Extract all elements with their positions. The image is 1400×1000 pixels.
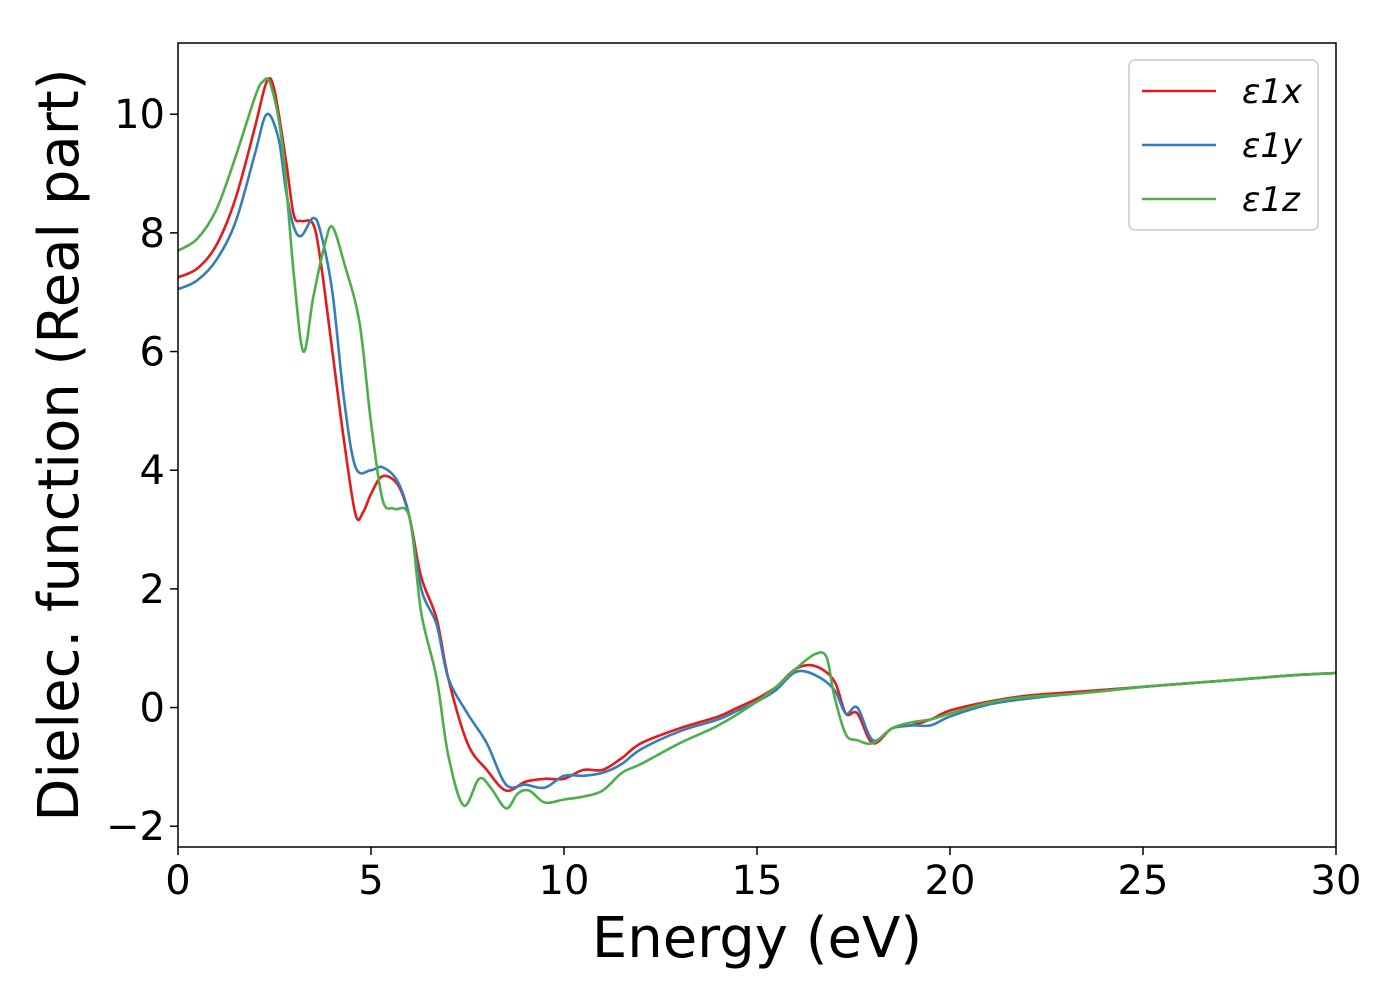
y-tick-label: 10 (114, 92, 165, 138)
y-tick-label: 0 (140, 686, 165, 732)
y-tick-label: −2 (106, 804, 165, 850)
x-tick-label: 0 (165, 858, 190, 904)
series-line-3 (178, 77, 1336, 810)
x-axis-title: Energy (eV) (592, 906, 922, 971)
legend-label: ε1y (1242, 126, 1303, 166)
legend-label: ε1z (1242, 180, 1301, 220)
x-tick-label: 10 (539, 858, 590, 904)
y-tick-label: 8 (140, 211, 165, 257)
x-tick-label: 20 (925, 858, 976, 904)
y-axis: −2 0 2 4 6 8 10 (106, 92, 178, 850)
legend-box (1128, 59, 1319, 231)
x-tick-label: 15 (732, 858, 783, 904)
series-line-1 (178, 76, 1336, 793)
series-layer (178, 76, 1336, 810)
series-line-2 (178, 112, 1336, 790)
y-axis-title: Dielec. function (Real part) (27, 68, 92, 821)
x-tick-label: 30 (1311, 858, 1362, 904)
y-tick-label: 2 (140, 567, 165, 613)
y-tick-label: 4 (140, 448, 165, 494)
y-tick-label: 6 (140, 330, 165, 376)
legend-label: ε1x (1242, 72, 1303, 112)
x-axis: 0 5 10 15 20 25 30 (165, 847, 1361, 904)
x-tick-label: 25 (1118, 858, 1169, 904)
x-tick-label: 5 (358, 858, 383, 904)
legend: ε1x ε1y ε1z (1128, 59, 1319, 231)
